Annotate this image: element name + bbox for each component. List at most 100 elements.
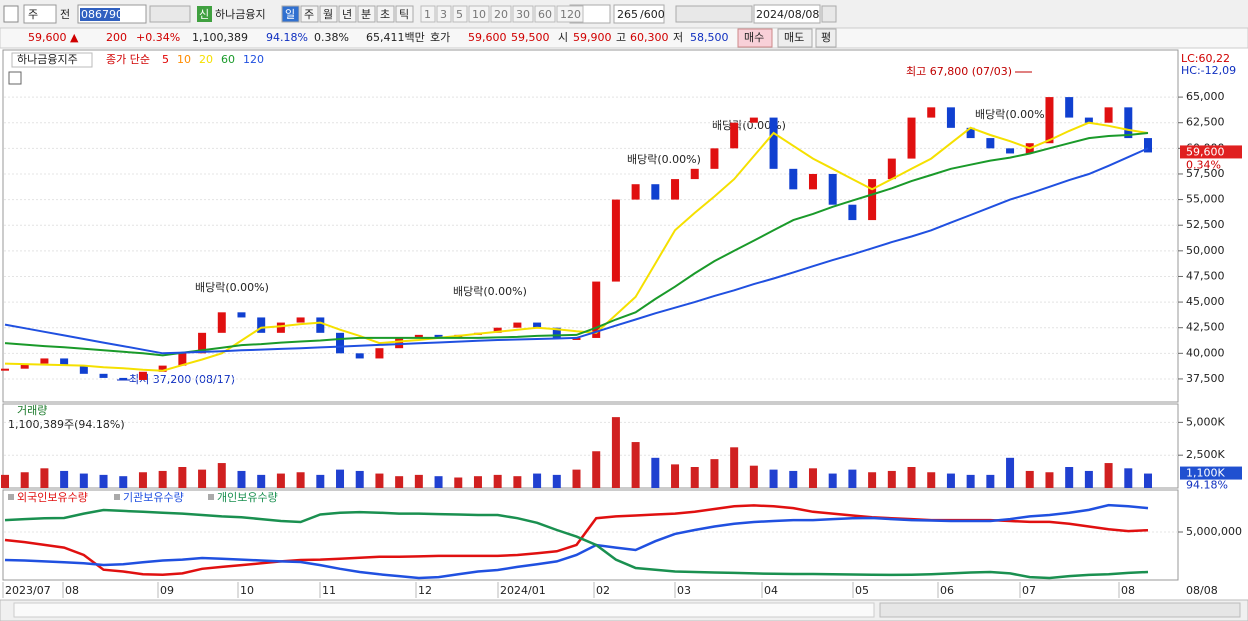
volume-bar bbox=[138, 472, 147, 488]
period-button[interactable] bbox=[338, 5, 357, 23]
volume-bar bbox=[158, 470, 167, 488]
volume-bar bbox=[1006, 457, 1015, 488]
period-button[interactable] bbox=[395, 5, 414, 23]
stock-legend: 하나금융지주 bbox=[17, 52, 78, 66]
period: 년 bbox=[342, 8, 352, 21]
dividend-label: 배당락(0.00%) bbox=[195, 281, 269, 294]
high: 60,300 bbox=[630, 31, 669, 44]
icon[interactable] bbox=[3, 5, 19, 23]
interval-button[interactable] bbox=[436, 5, 452, 23]
ask: 59,600 bbox=[468, 31, 507, 44]
candle bbox=[355, 353, 364, 359]
count-box[interactable] bbox=[613, 4, 665, 24]
price-panel bbox=[2, 49, 1179, 403]
buy-button[interactable] bbox=[737, 28, 773, 48]
legend-item: 60 bbox=[221, 53, 235, 66]
interval: 120 bbox=[560, 8, 581, 21]
volume: 1,100,389 bbox=[192, 31, 248, 44]
interval-button[interactable] bbox=[420, 5, 436, 23]
code: 086790 bbox=[81, 8, 123, 21]
candle bbox=[1104, 107, 1113, 123]
avg-button[interactable] bbox=[815, 28, 837, 48]
interval-button[interactable] bbox=[490, 5, 512, 23]
candle bbox=[611, 199, 620, 282]
interval-button[interactable] bbox=[556, 5, 584, 23]
sell-button[interactable] bbox=[777, 28, 813, 48]
info-bar bbox=[0, 27, 1248, 49]
period: 틱 bbox=[399, 8, 409, 21]
period-button[interactable] bbox=[357, 5, 376, 23]
volume-subtitle: 1,100,389주(94.18%) bbox=[8, 418, 125, 431]
volume-bar bbox=[336, 469, 345, 488]
interval-button[interactable] bbox=[452, 5, 468, 23]
volume-bar bbox=[375, 473, 384, 488]
candle bbox=[966, 127, 975, 139]
volume-bar bbox=[1, 474, 9, 488]
candle bbox=[749, 117, 758, 123]
period: 주 bbox=[304, 8, 314, 21]
volume-bar bbox=[237, 470, 246, 488]
calendar[interactable] bbox=[821, 5, 837, 23]
y-tick-label: 2,500K bbox=[1186, 448, 1225, 461]
candle bbox=[828, 173, 837, 205]
search-tools[interactable] bbox=[149, 5, 191, 23]
candle bbox=[79, 365, 88, 374]
mode[interactable]: 전 bbox=[60, 8, 70, 21]
candle bbox=[808, 173, 817, 190]
open-label: 시 bbox=[558, 31, 568, 44]
date: 2024/08/08 bbox=[756, 8, 819, 21]
current-ratio: 94.18% bbox=[1186, 479, 1228, 492]
period-button[interactable] bbox=[319, 5, 338, 23]
market: 주 bbox=[28, 8, 38, 21]
period: 일 bbox=[285, 7, 295, 21]
y-tick-label: 55,000 bbox=[1186, 193, 1225, 206]
interval: 3 bbox=[440, 8, 447, 21]
candle bbox=[730, 122, 739, 149]
legend-box bbox=[11, 52, 93, 68]
tool-icons[interactable] bbox=[675, 5, 753, 23]
interval: 5 bbox=[456, 8, 463, 21]
candle bbox=[671, 179, 680, 200]
interval-button[interactable] bbox=[534, 5, 556, 23]
interval-button[interactable] bbox=[512, 5, 534, 23]
vol-ratio: 94.18% bbox=[266, 31, 308, 44]
x-tick-label: 09 bbox=[160, 584, 174, 597]
bid: 59,500 bbox=[511, 31, 550, 44]
candle bbox=[927, 107, 936, 118]
volume-bar bbox=[828, 473, 837, 488]
period-button[interactable] bbox=[376, 5, 395, 23]
volume-bar bbox=[178, 467, 187, 488]
candle bbox=[848, 204, 857, 221]
period-button[interactable] bbox=[300, 5, 319, 23]
volume-bar bbox=[690, 467, 699, 488]
dividend-label: 배당락(0.00%) bbox=[975, 108, 1049, 121]
y-tick-label: 52,500 bbox=[1186, 218, 1225, 231]
candle bbox=[1124, 107, 1133, 139]
interval: 60 bbox=[538, 8, 552, 21]
zoom-tools[interactable] bbox=[879, 602, 1241, 618]
volume-bar bbox=[99, 474, 108, 488]
holding-line bbox=[4, 503, 1149, 580]
x-tick-label: 12 bbox=[418, 584, 432, 597]
current-change: 0.34% bbox=[1186, 158, 1221, 171]
method: 종가 단순 bbox=[106, 53, 150, 66]
legend-swatch bbox=[208, 494, 214, 500]
low: 58,500 bbox=[690, 31, 729, 44]
interval-button[interactable] bbox=[468, 5, 490, 23]
period-button[interactable] bbox=[281, 5, 300, 23]
candle bbox=[237, 312, 246, 318]
y-tick-label: 37,500 bbox=[1186, 372, 1225, 385]
x-tick-label: 04 bbox=[764, 584, 778, 597]
scroll-track[interactable] bbox=[13, 602, 875, 618]
y-tick-label: 45,000 bbox=[1186, 295, 1225, 308]
y-tick-label: 57,500 bbox=[1186, 167, 1225, 180]
table-icon[interactable] bbox=[8, 71, 22, 85]
market-select[interactable] bbox=[23, 4, 57, 24]
volume-bar bbox=[730, 447, 739, 488]
current-price: 59,600 bbox=[1186, 145, 1225, 158]
legend-item: 개인보유수량 bbox=[217, 491, 278, 504]
date-box[interactable] bbox=[753, 4, 821, 24]
candle bbox=[316, 317, 325, 333]
interval: 1 bbox=[424, 8, 431, 21]
candle bbox=[651, 184, 660, 200]
